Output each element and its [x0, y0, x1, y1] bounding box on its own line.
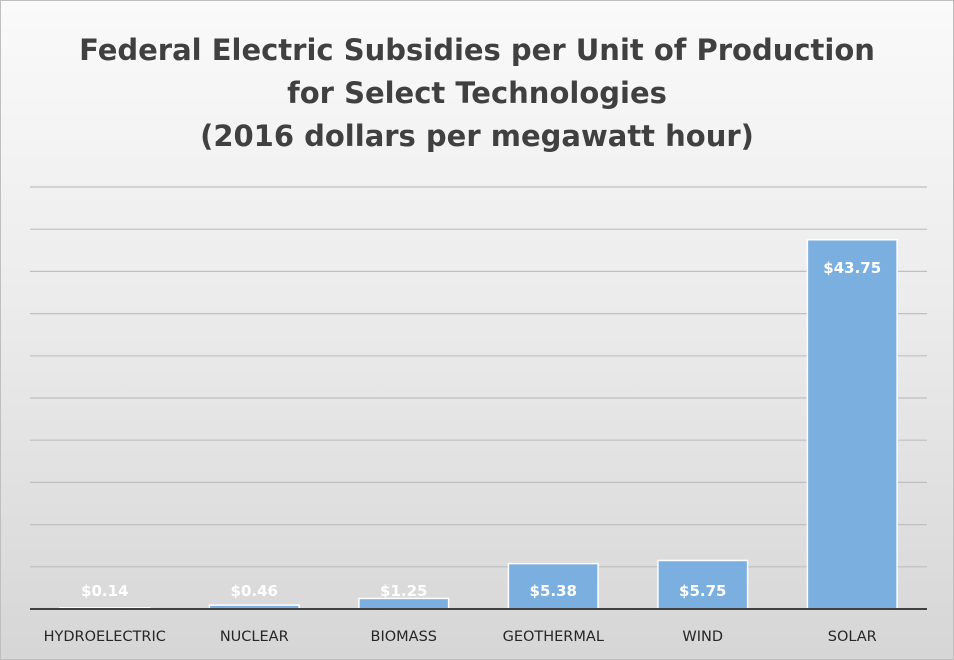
data-label: $0.46: [231, 582, 278, 600]
category-label: BIOMASS: [371, 629, 437, 645]
bar-biomass: [358, 597, 450, 610]
chart-title-line-1: Federal Electric Subsidies per Unit of P…: [79, 33, 875, 67]
data-label: $43.75: [823, 259, 881, 277]
category-label: WIND: [682, 629, 723, 645]
category-label: NUCLEAR: [220, 629, 289, 645]
data-label: $1.25: [380, 582, 427, 600]
category-label: HYDROELECTRIC: [44, 629, 166, 645]
bar-solar: [806, 239, 898, 610]
chart-title-line-3: (2016 dollars per megawatt hour): [200, 119, 754, 153]
chart-title-line-2: for Select Technologies: [287, 76, 667, 110]
bar-geothermal: [507, 562, 599, 610]
data-label: $5.75: [679, 582, 726, 600]
category-label: GEOTHERMAL: [503, 629, 604, 645]
data-label: $0.14: [81, 582, 128, 600]
chart-title: Federal Electric Subsidies per Unit of P…: [1, 29, 953, 158]
bar-wind: [657, 559, 749, 610]
category-label: SOLAR: [828, 629, 877, 645]
data-label: $5.38: [530, 582, 577, 600]
